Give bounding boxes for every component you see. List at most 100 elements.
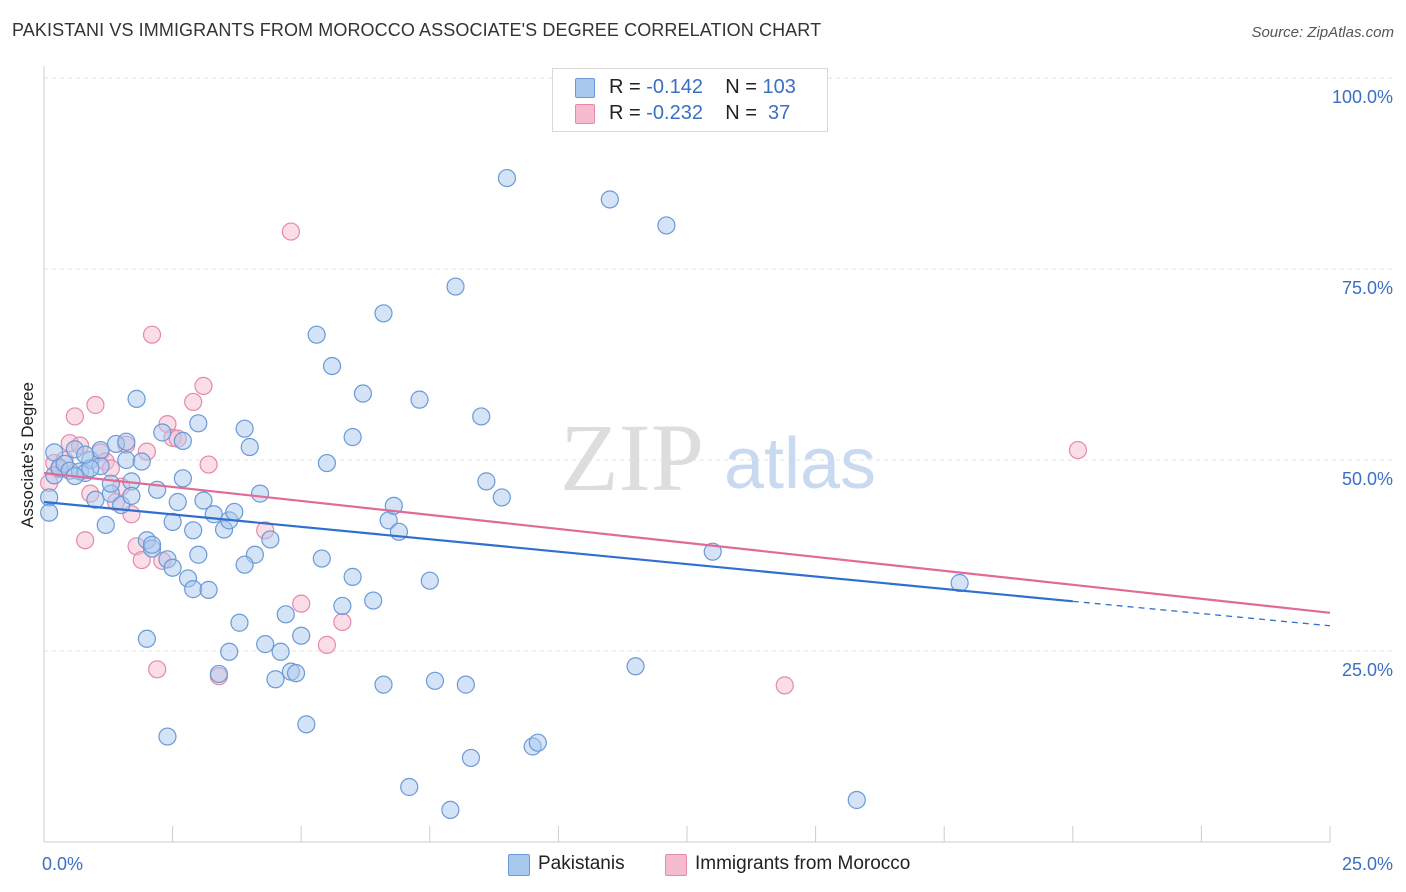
- point-pakistanis: [497, 168, 517, 188]
- legend-n-value: 37: [762, 102, 791, 124]
- point-pakistanis: [456, 675, 475, 694]
- point-pakistanis: [209, 664, 228, 684]
- point-pakistanis: [40, 503, 59, 522]
- y-tick-label: 100.0%: [1332, 87, 1393, 107]
- point-pakistanis: [76, 445, 95, 464]
- point-pakistanis: [492, 488, 511, 507]
- bottom-legend-label: Immigrants from Morocco: [695, 853, 911, 874]
- point-morocco: [317, 635, 337, 654]
- point-morocco: [1068, 440, 1088, 460]
- point-pakistanis: [153, 423, 172, 442]
- point-morocco: [281, 222, 301, 241]
- point-pakistanis: [292, 626, 311, 645]
- point-pakistanis: [353, 384, 373, 403]
- point-pakistanis: [220, 642, 239, 661]
- point-morocco: [333, 612, 352, 632]
- point-morocco: [292, 594, 311, 613]
- point-pakistanis: [261, 530, 280, 549]
- point-pakistanis: [235, 555, 254, 574]
- point-pakistanis: [266, 670, 285, 689]
- point-pakistanis: [235, 419, 254, 438]
- axes: [43, 66, 1331, 843]
- legend-n-label: N =: [725, 76, 757, 98]
- point-pakistanis: [477, 472, 496, 491]
- point-pakistanis: [271, 642, 290, 661]
- trend-line-morocco: [43, 471, 1331, 614]
- point-morocco: [142, 325, 162, 344]
- point-pakistanis: [317, 453, 337, 473]
- point-pakistanis: [333, 596, 352, 616]
- point-pakistanis: [446, 277, 465, 296]
- point-pakistanis: [137, 629, 156, 648]
- point-morocco: [65, 407, 84, 426]
- point-pakistanis: [847, 790, 866, 810]
- legend-n-label: N =: [725, 102, 757, 124]
- y-axis-label: Associate's Degree: [18, 382, 37, 528]
- point-pakistanis: [240, 437, 259, 457]
- legend-r-label: R =: [609, 76, 641, 98]
- point-pakistanis: [86, 490, 105, 509]
- point-pakistanis: [364, 591, 383, 610]
- point-morocco: [775, 676, 794, 695]
- point-pakistanis: [425, 671, 445, 690]
- point-pakistanis: [420, 571, 439, 590]
- point-pakistanis: [194, 491, 213, 510]
- trend-line-pakistanis-extension: [1072, 600, 1331, 627]
- point-pakistanis: [117, 450, 136, 470]
- point-pakistanis: [657, 216, 676, 235]
- point-pakistanis: [117, 432, 136, 451]
- point-morocco: [132, 550, 151, 570]
- point-morocco: [184, 392, 203, 412]
- series-pakistanis-points: [40, 168, 969, 820]
- bottom-legend-label: Pakistanis: [538, 853, 625, 874]
- point-pakistanis: [168, 492, 187, 512]
- point-morocco: [199, 455, 218, 474]
- trend-lines: [43, 471, 1331, 627]
- point-morocco: [86, 395, 105, 415]
- tick-labels: 100.0% 75.0% 50.0% 25.0% 0.0% 25.0%: [42, 87, 1393, 874]
- point-pakistanis: [225, 502, 244, 522]
- legend-r-value: -0.142: [646, 76, 703, 98]
- point-pakistanis: [307, 325, 326, 344]
- point-pakistanis: [410, 390, 429, 409]
- point-morocco: [194, 376, 213, 395]
- point-pakistanis: [142, 535, 162, 554]
- watermark-zip: ZIP: [560, 404, 704, 511]
- trend-line-pakistanis: [43, 500, 1073, 603]
- point-pakistanis: [189, 414, 208, 433]
- point-pakistanis: [122, 486, 141, 506]
- y-tick-label: 50.0%: [1342, 469, 1393, 489]
- point-pakistanis: [158, 727, 177, 746]
- point-morocco: [148, 660, 167, 679]
- point-pakistanis: [173, 469, 192, 488]
- point-pakistanis: [96, 515, 115, 535]
- point-pakistanis: [322, 356, 342, 376]
- point-pakistanis: [374, 675, 393, 694]
- watermark-atlas: atlas: [724, 424, 876, 504]
- legend: R = -0.142 N = 103 R = -0.232 N = 37: [552, 68, 828, 132]
- point-pakistanis: [91, 440, 110, 460]
- point-pakistanis: [703, 542, 722, 561]
- bottom-legend-swatch-morocco: [665, 854, 687, 876]
- point-pakistanis: [528, 733, 547, 752]
- legend-swatch-pakistanis: [575, 78, 595, 98]
- y-tick-label: 75.0%: [1342, 278, 1393, 298]
- point-pakistanis: [374, 304, 393, 323]
- watermark: ZIP atlas: [560, 404, 876, 511]
- y-tick-label: 25.0%: [1342, 660, 1393, 680]
- point-pakistanis: [163, 558, 182, 577]
- x-tick-label: 25.0%: [1342, 854, 1393, 874]
- point-pakistanis: [204, 505, 223, 524]
- point-pakistanis: [189, 545, 208, 564]
- point-pakistanis: [173, 431, 192, 450]
- point-pakistanis: [472, 407, 491, 426]
- point-pakistanis: [343, 567, 362, 586]
- point-pakistanis: [184, 580, 203, 599]
- chart-title: PAKISTANI VS IMMIGRANTS FROM MOROCCO ASS…: [12, 20, 822, 40]
- legend-r-label: R =: [609, 102, 641, 124]
- point-pakistanis: [312, 549, 331, 568]
- point-pakistanis: [199, 580, 218, 599]
- legend-r-value: -0.232: [646, 102, 703, 124]
- bottom-legend-swatch-pakistanis: [508, 854, 530, 876]
